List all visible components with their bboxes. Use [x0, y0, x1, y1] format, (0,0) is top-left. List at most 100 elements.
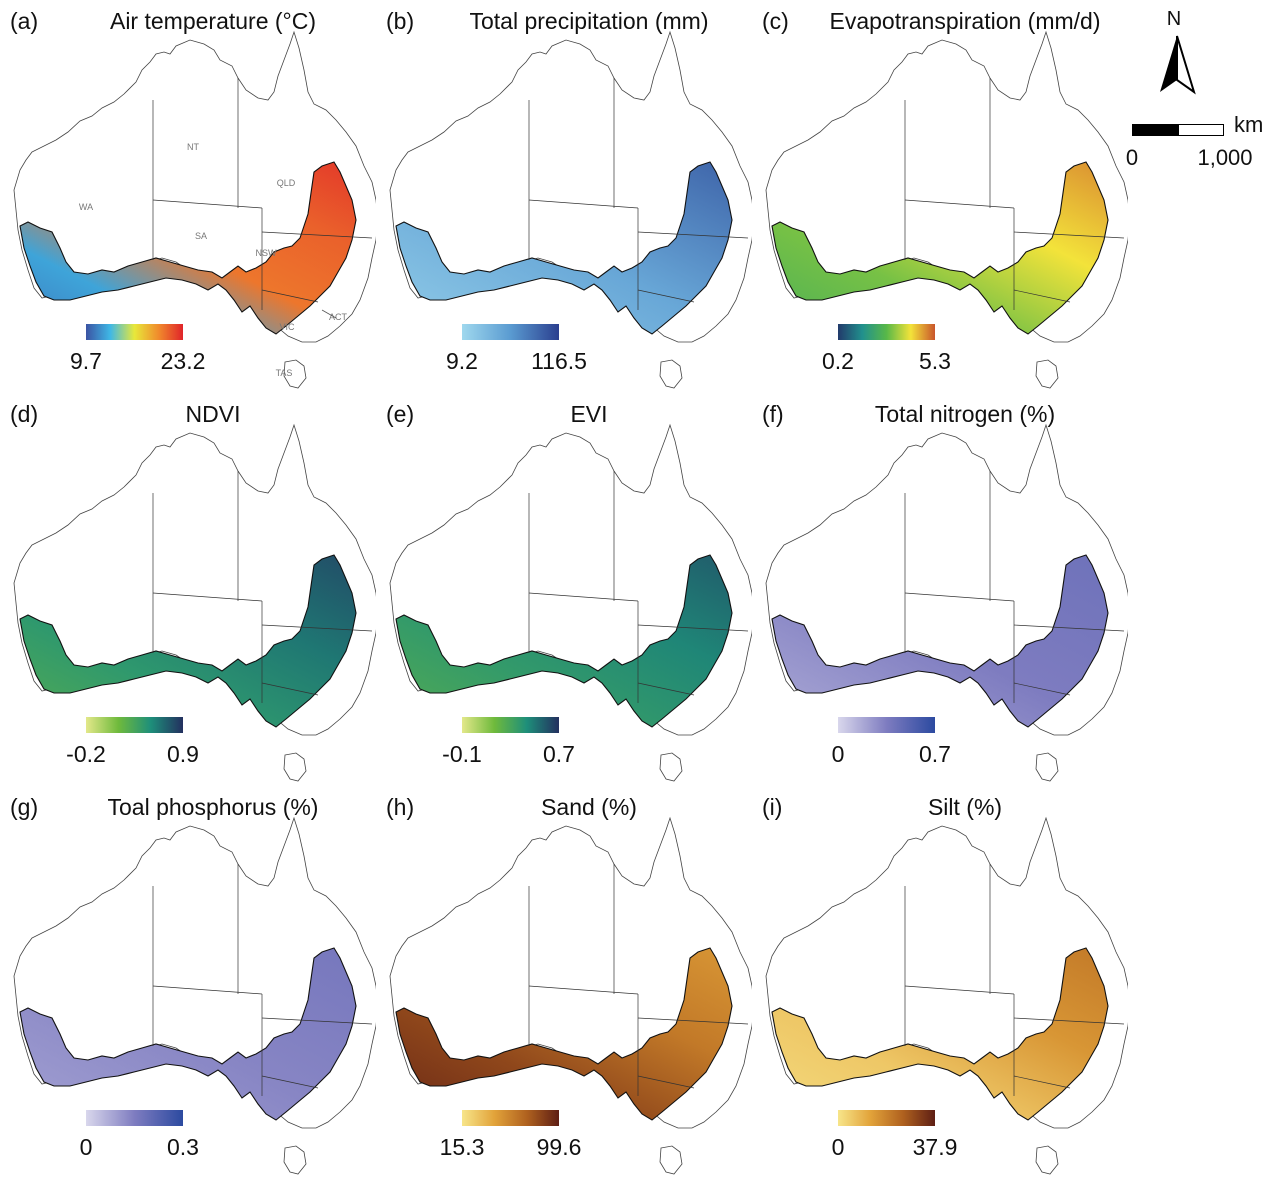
study-region	[395, 554, 733, 728]
tasmania-outline	[659, 752, 683, 782]
state-border	[261, 682, 319, 696]
state-label: QLD	[277, 178, 296, 188]
study-region	[771, 554, 1109, 728]
study-region	[19, 161, 357, 335]
colorbar-min-label: 9.7	[70, 348, 102, 374]
panel-letter: (c)	[762, 8, 789, 34]
tasmania-outline	[1035, 359, 1059, 389]
state-label: NT	[187, 142, 199, 152]
scale-end-label: 1,000	[1197, 145, 1253, 170]
state-border	[1013, 1075, 1071, 1089]
scale-bar	[1132, 124, 1224, 136]
state-border	[637, 289, 695, 303]
colorbar-min-label: 0	[831, 1134, 845, 1160]
panel-title: NDVI	[185, 401, 241, 427]
panel-title: EVI	[570, 401, 608, 427]
australia-map	[389, 30, 752, 389]
state-border	[152, 199, 263, 209]
north-label: N	[1166, 8, 1182, 30]
tasmania-outline	[1035, 1145, 1059, 1175]
colorbar-max-label: 0.7	[543, 741, 575, 767]
map-panel: (e) EVI -0.1 0.7	[376, 393, 752, 783]
panel-title: Total precipitation (mm)	[469, 8, 709, 34]
state-border	[528, 985, 639, 995]
state-label: SA	[195, 231, 207, 241]
colorbar-max-label: 5.3	[919, 348, 951, 374]
panel-title: Toal phosphorus (%)	[107, 794, 319, 820]
panel-letter: (b)	[386, 8, 415, 34]
tasmania-outline	[283, 1145, 307, 1175]
state-border	[904, 199, 1015, 209]
colorbar-min-label: 15.3	[439, 1134, 485, 1160]
panel-letter: (g)	[10, 794, 39, 820]
australia-map: WA NT SA QLD NSW VIC ACT TAS	[13, 30, 376, 389]
state-border	[261, 1075, 319, 1089]
colorbar-min-label: 0	[831, 741, 845, 767]
state-border	[261, 624, 373, 632]
panel-title: Sand (%)	[541, 794, 637, 820]
state-label: ACT	[329, 312, 348, 322]
state-border	[528, 592, 639, 602]
state-label: TAS	[276, 368, 293, 378]
study-region	[395, 161, 733, 335]
act-pointer	[321, 309, 337, 319]
panel-letter: (f)	[762, 401, 784, 427]
state-border	[261, 1017, 373, 1025]
colorbar	[86, 1110, 183, 1126]
colorbar	[86, 324, 183, 340]
state-border	[261, 231, 373, 239]
map-panel: (f) Total nitrogen (%) 0 0.7	[752, 393, 1128, 783]
state-label: NSW	[256, 248, 278, 258]
study-region	[19, 947, 357, 1121]
panel-letter: (h)	[386, 794, 415, 820]
map-panel: (g) Toal phosphorus (%) 0 0.3	[0, 786, 376, 1176]
tasmania-outline	[659, 1145, 683, 1175]
colorbar	[838, 717, 935, 733]
state-border	[261, 289, 319, 303]
state-border	[637, 231, 749, 239]
state-border	[637, 682, 695, 696]
state-border	[637, 1017, 749, 1025]
australia-map	[13, 423, 376, 782]
state-border	[152, 985, 263, 995]
north-arrow-icon	[1160, 35, 1196, 95]
panel-letter: (i)	[762, 794, 783, 820]
panel-letter: (a)	[10, 8, 39, 34]
state-border	[1013, 682, 1071, 696]
colorbar-min-label: 9.2	[446, 348, 478, 374]
map-panel: (d) NDVI -0.2 0.9	[0, 393, 376, 783]
state-border	[152, 592, 263, 602]
australia-map	[389, 816, 752, 1175]
state-border	[904, 985, 1015, 995]
state-label: VIC	[279, 322, 295, 332]
state-border	[528, 199, 639, 209]
colorbar-min-label: -0.2	[66, 741, 106, 767]
state-label: WA	[79, 202, 93, 212]
colorbar-max-label: 0.3	[167, 1134, 199, 1160]
state-border	[1013, 231, 1125, 239]
tasmania-outline	[659, 359, 683, 389]
study-region	[771, 947, 1109, 1121]
colorbar	[838, 1110, 935, 1126]
colorbar	[838, 324, 935, 340]
colorbar	[86, 717, 183, 733]
tasmania-outline	[283, 359, 307, 389]
state-border	[1013, 289, 1071, 303]
panel-title: Air temperature (°C)	[109, 8, 317, 34]
colorbar-max-label: 99.6	[536, 1134, 582, 1160]
colorbar-max-label: 23.2	[160, 348, 206, 374]
state-border	[904, 592, 1015, 602]
colorbar-min-label: -0.1	[442, 741, 482, 767]
panel-title: Total nitrogen (%)	[874, 401, 1056, 427]
colorbar-max-label: 0.7	[919, 741, 951, 767]
colorbar-max-label: 37.9	[912, 1134, 958, 1160]
colorbar-max-label: 116.5	[531, 348, 587, 374]
australia-map	[389, 423, 752, 782]
map-panel: (a) Air temperature (°C) WA NT SA QLD NSW VIC AC…	[0, 0, 376, 390]
colorbar-max-label: 0.9	[167, 741, 199, 767]
australia-map	[13, 816, 376, 1175]
panel-letter: (d)	[10, 401, 39, 427]
map-panel: (c) Evapotranspiration (mm/d) 0.2 5.3	[752, 0, 1128, 390]
state-border	[1013, 1017, 1125, 1025]
australia-map	[765, 423, 1128, 782]
